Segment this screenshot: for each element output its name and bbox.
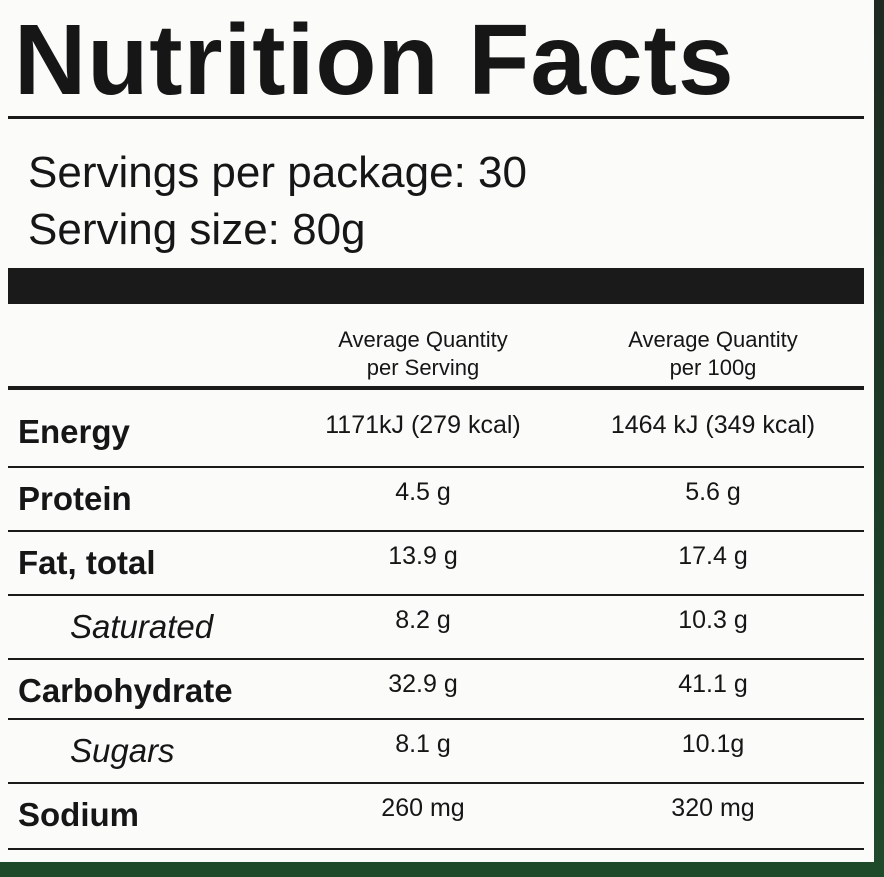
- value-per-100g: 10.3 g: [678, 606, 748, 634]
- package-edge: [0, 862, 884, 877]
- row-label: Saturated: [70, 608, 214, 645]
- title: Nutrition Facts: [14, 4, 735, 116]
- value-per-serving: 1171kJ (279 kcal): [325, 411, 521, 439]
- value-per-100g: 5.6 g: [685, 478, 741, 506]
- row-rule: [8, 782, 864, 784]
- row-label: Energy: [18, 413, 130, 450]
- column-header: Average Quantity per 100g: [628, 327, 798, 380]
- value-per-100g: 41.1 g: [678, 670, 748, 698]
- table-row: Saturated 8.2 g 10.3 g: [8, 594, 864, 658]
- row-rule: [8, 658, 864, 660]
- table-row: Sugars 8.1 g 10.1g: [8, 718, 864, 782]
- table-row: Carbohydrate 32.9 g 41.1 g: [8, 658, 864, 722]
- row-label: Carbohydrate: [18, 672, 233, 709]
- row-rule: [8, 466, 864, 468]
- row-rule: [8, 530, 864, 532]
- package-edge: [874, 0, 884, 877]
- servings-per-package: Servings per package: 30: [28, 148, 527, 197]
- row-rule: [8, 848, 864, 850]
- value-per-100g: 17.4 g: [678, 542, 748, 570]
- row-label: Fat, total: [18, 544, 156, 581]
- serving-size: Serving size: 80g: [28, 205, 366, 254]
- column-header: Average Quantity per Serving: [338, 327, 508, 380]
- table-row: Energy 1171kJ (279 kcal) 1464 kJ (349 kcal…: [8, 399, 864, 463]
- row-label: Sugars: [70, 732, 175, 769]
- table-row: Fat, total 13.9 g 17.4 g: [8, 530, 864, 594]
- value-per-100g: 10.1g: [681, 730, 745, 758]
- row-label: Protein: [18, 480, 132, 517]
- value-per-serving: 8.2 g: [395, 606, 451, 634]
- rule: [8, 116, 864, 119]
- value-per-serving: 32.9 g: [388, 670, 458, 698]
- rule: [8, 386, 864, 390]
- value-per-serving: 260 mg: [381, 794, 465, 822]
- table-row: Protein 4.5 g 5.6 g: [8, 466, 864, 530]
- thick-bar: [8, 268, 864, 304]
- value-per-100g: 320 mg: [671, 794, 755, 822]
- value-per-serving: 4.5 g: [395, 478, 451, 506]
- row-label: Sodium: [18, 796, 139, 833]
- value-per-100g: 1464 kJ (349 kcal): [610, 411, 816, 439]
- value-per-serving: 8.1 g: [395, 730, 451, 758]
- row-rule: [8, 718, 864, 720]
- value-per-serving: 13.9 g: [388, 542, 458, 570]
- row-rule: [8, 594, 864, 596]
- table-row: Sodium 260 mg 320 mg: [8, 782, 864, 846]
